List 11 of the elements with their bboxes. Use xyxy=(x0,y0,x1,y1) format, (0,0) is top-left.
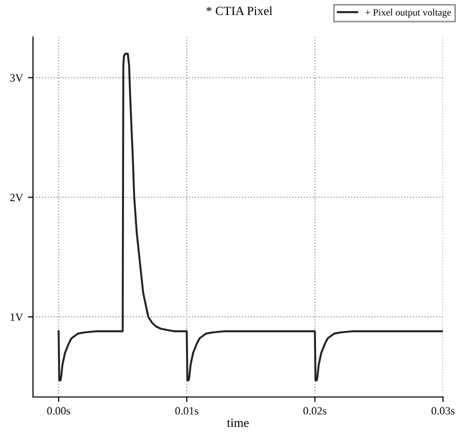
x-tick-label: 0.02s xyxy=(303,407,326,415)
chart-title: * CTIA Pixel xyxy=(206,6,272,16)
y-tick-label: 1V xyxy=(10,313,24,321)
line-series xyxy=(58,52,443,382)
y-tick-label: 3V xyxy=(10,74,24,82)
legend-label: + Pixel output voltage xyxy=(366,8,451,18)
x-tick-label: 0.00s xyxy=(47,407,70,415)
x-tick-label: 0.01s xyxy=(175,407,198,415)
x-axis-title: time xyxy=(227,418,249,427)
y-tick-label: 2V xyxy=(10,194,24,202)
x-tick-label: 0.03s xyxy=(432,407,454,415)
